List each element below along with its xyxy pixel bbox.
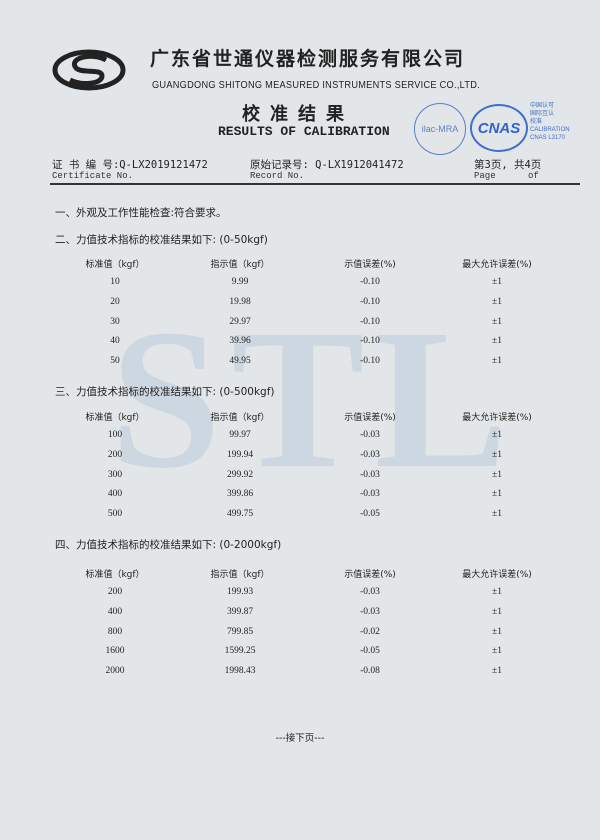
table-cell: 400 [107,489,123,500]
cnas-line: 校准 [530,119,543,125]
table-cell: ±1 [492,469,502,480]
column-header: 示值误差(%) [344,260,396,270]
table-cell: 39.96 [229,336,251,347]
table-cell: 1600 [105,646,125,657]
cnas-line: CALIBRATION [530,127,570,133]
table-cell: -0.03 [360,587,380,597]
table-cell: 1998.43 [224,666,256,677]
table-cell: ±1 [492,336,502,347]
company-name-cn: 广东省世通仪器检测服务有限公司 [150,48,466,70]
page-indicator-label-en: Page of [474,171,539,181]
cnas-line: CNAS L3170 [530,135,566,141]
table-cell: 799.85 [226,626,254,637]
table-cell: 800 [107,626,123,637]
record-number-label-en: Record No. [250,171,305,181]
table-cell: 20 [110,296,120,307]
column-header: 最大允许误差(%) [462,413,532,423]
table-cell: 199.93 [226,587,254,597]
table-cell: -0.03 [360,449,380,460]
table-cell: 50 [110,356,120,367]
table-cell: 299.92 [226,469,254,480]
table-cell: 300 [107,469,123,480]
company-logo-icon [52,49,126,91]
table-cell: ±1 [492,606,502,617]
table-cell: ±1 [492,316,502,327]
table-cell: 19.98 [229,296,251,307]
table-cell: 499.75 [226,509,254,520]
column-header: 示值误差(%) [344,570,396,580]
table-title: 四、力值技术指标的校准结果如下: (0-2000kgf) [55,539,282,551]
table-cell: 200 [107,449,123,460]
table-cell: -0.05 [360,646,380,657]
table-cell: ±1 [492,509,502,520]
column-header: 标准值（kgf） [85,413,145,423]
cnas-accreditation-text: 中国认可 国际互认 校准 CALIBRATION CNAS L3170 [530,102,570,142]
table-cell: -0.10 [360,336,380,347]
table-cell: ±1 [492,666,502,677]
document-title-cn: 校准结果 [242,104,354,125]
table-cell: 49.95 [229,356,251,367]
table-cell: ±1 [492,646,502,657]
company-name-en: GUANGDONG SHITONG MEASURED INSTRUMENTS S… [152,80,481,91]
record-number: 原始记录号: Q-LX1912041472 [250,159,404,171]
table-cell: -0.10 [360,316,380,327]
table-cell: 199.94 [226,449,254,460]
table-cell: 10 [110,277,120,287]
table-cell: ±1 [492,356,502,367]
table-cell: 399.87 [226,606,254,617]
table-cell: ±1 [492,489,502,500]
table-cell: -0.03 [360,469,380,480]
table-cell: 40 [110,336,120,347]
table-cell: 500 [107,509,123,520]
table-cell: 9.99 [231,277,249,287]
ilac-mra-seal: ilac-MRA [414,103,466,155]
table-cell: 29.97 [229,316,251,327]
certificate-number: 证 书 编 号:Q-LX2019121472 [52,159,208,171]
table-cell: -0.03 [360,606,380,617]
table-title: 二、力值技术指标的校准结果如下: (0-50kgf) [55,234,268,246]
column-header: 指示值（kgf） [210,260,270,270]
document-title-en: RESULTS OF CALIBRATION [218,124,390,139]
page-indicator: 第3页, 共4页 [474,159,542,171]
table-cell: -0.03 [360,489,380,500]
stl-watermark: STL [110,289,519,510]
column-header: 指示值（kgf） [210,570,270,580]
table-cell: ±1 [492,430,502,440]
table-cell: ±1 [492,449,502,460]
table-cell: 2000 [105,666,125,677]
table-title: 三、力值技术指标的校准结果如下: (0-500kgf) [55,386,275,398]
table-cell: -0.10 [360,356,380,367]
table-cell: 200 [107,587,123,597]
table-cell: 30 [110,316,120,327]
column-header: 指示值（kgf） [210,413,270,423]
table-cell: -0.10 [360,296,380,307]
table-cell: ±1 [492,626,502,637]
table-cell: ±1 [492,277,502,287]
table-cell: -0.08 [360,666,380,677]
table-cell: -0.10 [360,277,380,287]
table-cell: 399.86 [226,489,254,500]
table-cell: ±1 [492,296,502,307]
table-cell: ±1 [492,587,502,597]
table-cell: 99.97 [229,430,251,440]
continued-next-page: ---接下页--- [275,733,325,744]
cnas-seal: CNAS [470,104,528,152]
column-header: 最大允许误差(%) [462,260,532,270]
column-header: 最大允许误差(%) [462,570,532,580]
table-cell: -0.03 [360,430,380,440]
section-appearance-check: 一、外观及工作性能检查:符合要求。 [55,207,227,219]
table-cell: 1599.25 [224,646,256,657]
column-header: 示值误差(%) [344,413,396,423]
cnas-line: 中国认可 [530,103,555,109]
column-header: 标准值（kgf） [85,260,145,270]
table-cell: -0.05 [360,509,380,520]
cnas-line: 国际互认 [530,111,555,117]
table-cell: -0.02 [360,626,380,637]
column-header: 标准值（kgf） [85,570,145,580]
certificate-number-label-en: Certificate No. [52,171,134,181]
header-divider [50,183,580,185]
table-cell: 400 [107,606,123,617]
table-cell: 100 [107,430,123,440]
